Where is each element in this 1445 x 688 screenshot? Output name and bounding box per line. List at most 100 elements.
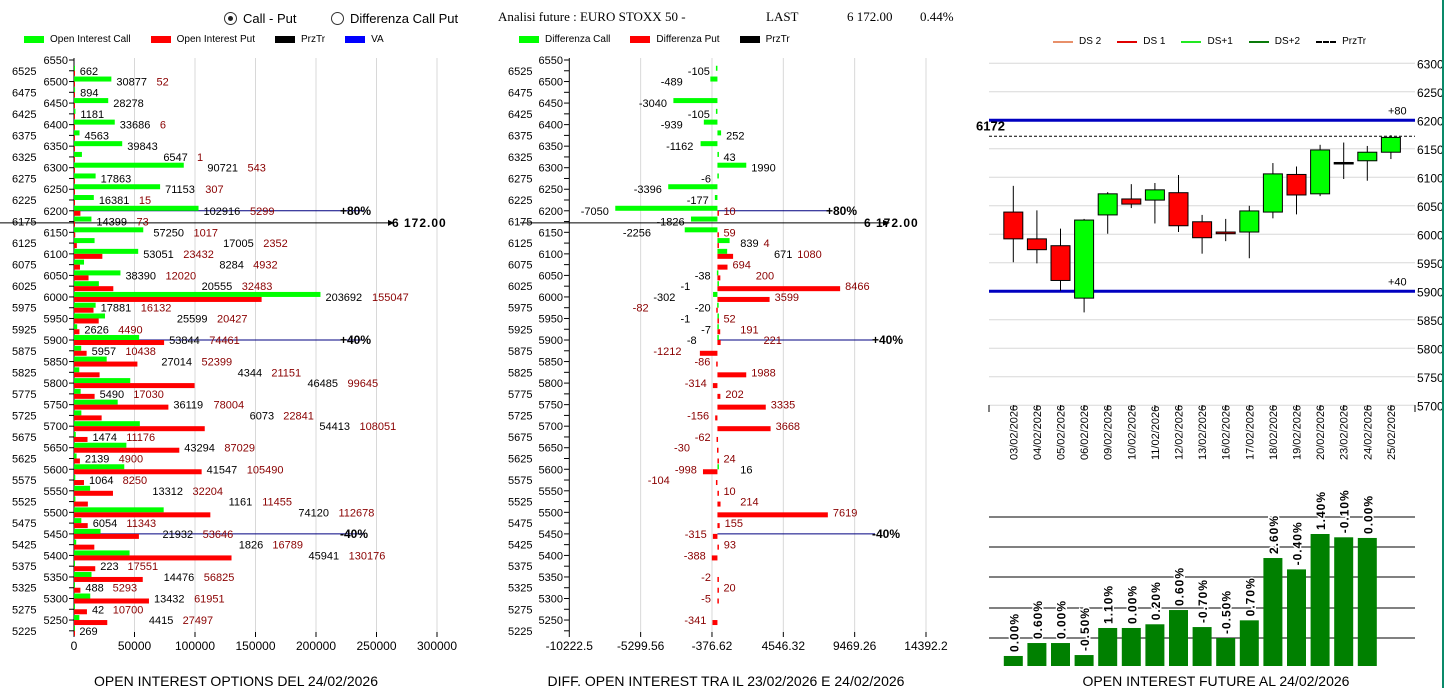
put-value-label: 4490 <box>118 324 142 336</box>
y-tick-label: 5650 <box>539 443 563 455</box>
oi-bar-label: 0.20% <box>1149 581 1163 620</box>
call-diff-value-label: 839 <box>740 238 758 250</box>
put-diff-bar <box>717 523 720 529</box>
oi-bar-label: -0.50% <box>1220 590 1234 634</box>
put-diff-value-label: -315 <box>685 529 707 541</box>
call-bar <box>74 496 76 502</box>
call-value-label: 46485 <box>307 378 338 390</box>
x-tick-label: 20/02/2026 <box>1315 405 1327 460</box>
call-diff-value-label: -8 <box>687 335 697 347</box>
x-tick-label: 19/02/2026 <box>1292 405 1304 460</box>
y-tick-label: 6150 <box>1417 143 1444 157</box>
put-bar <box>74 253 103 259</box>
strike-label: 5875 <box>12 346 36 358</box>
call-bar <box>74 270 121 276</box>
radio-unselected-icon[interactable] <box>331 12 344 25</box>
put-bar <box>74 598 149 604</box>
put-diff-bar <box>717 426 771 432</box>
y-tick-label: 5400 <box>44 550 68 562</box>
call-bar <box>74 550 130 556</box>
call-value-label: 269 <box>79 626 97 638</box>
put-bar <box>74 620 108 626</box>
put-diff-bar <box>717 232 719 238</box>
put-diff-value-label: 20 <box>723 583 735 595</box>
call-diff-bar <box>717 335 719 341</box>
put-value-label: 21151 <box>271 367 301 379</box>
call-bar <box>74 130 80 136</box>
put-diff-value-label: 221 <box>764 335 782 347</box>
oi-bar-label: 1.10% <box>1102 585 1116 624</box>
oi-bar <box>1357 537 1377 666</box>
radio-call-put[interactable]: Call - Put <box>224 11 296 26</box>
reference-line-label: +40% <box>340 333 371 347</box>
put-diff-bar <box>717 210 719 216</box>
y-tick-label: 5450 <box>539 529 563 541</box>
reference-line-label: +80% <box>340 204 371 218</box>
y-tick-label: 6050 <box>1417 200 1444 214</box>
call-diff-bar <box>715 65 718 71</box>
call-bar <box>74 313 105 319</box>
radio-selected-icon[interactable] <box>224 12 237 25</box>
put-value-label: 20427 <box>217 313 248 325</box>
call-bar <box>74 518 82 524</box>
put-diff-value-label: 3668 <box>776 421 800 433</box>
put-diff-bar <box>717 318 719 324</box>
put-bar <box>74 447 180 453</box>
x-tick-label: 4546.32 <box>762 639 806 653</box>
put-diff-value-label: 214 <box>740 497 758 509</box>
call-bar <box>74 485 91 491</box>
candle-body <box>1239 210 1260 233</box>
put-diff-bar <box>717 490 719 496</box>
call-diff-value-label: -2256 <box>623 227 651 239</box>
put-bar <box>74 329 80 335</box>
y-tick-label: 5550 <box>44 486 68 498</box>
call-bar <box>74 65 75 71</box>
put-bar <box>74 501 88 507</box>
put-bar <box>74 480 84 486</box>
put-value-label: 53646 <box>203 529 234 541</box>
oi-bar <box>1121 627 1141 666</box>
call-bar <box>74 335 140 341</box>
put-diff-bar <box>717 296 770 302</box>
radio-label: Differenza Call Put <box>350 11 459 26</box>
call-diff-bar <box>717 324 719 330</box>
put-bar <box>74 566 96 572</box>
call-bar <box>74 582 75 588</box>
strike-label: 5775 <box>12 389 36 401</box>
x-tick-label: 12/02/2026 <box>1174 405 1186 460</box>
call-value-label: 16381 <box>99 195 130 207</box>
legend-label: Open Interest Put <box>176 34 255 45</box>
call-diff-bar <box>715 108 718 114</box>
oi-bar <box>1027 643 1047 666</box>
put-value-label: 11455 <box>262 497 292 509</box>
call-value-label: 30877 <box>116 77 147 89</box>
strike-label: 6475 <box>508 87 532 99</box>
put-value-label: 23432 <box>183 249 214 261</box>
legend-right: DS 2 DS 1 DS+1 DS+2 PrzTr <box>1053 36 1366 47</box>
put-diff-value-label: 3335 <box>771 400 795 412</box>
put-diff-value-label: 1080 <box>797 249 821 261</box>
last-value: 6 172.00 <box>847 9 893 24</box>
put-diff-value-label: 10 <box>723 486 735 498</box>
strike-label: 5225 <box>508 626 532 638</box>
put-value-label: 12020 <box>166 270 197 282</box>
call-bar <box>74 539 77 545</box>
strike-label: 5475 <box>508 518 532 530</box>
put-bar <box>74 393 95 399</box>
x-tick-label: 50000 <box>118 639 152 653</box>
call-value-label: 488 <box>85 583 103 595</box>
y-tick-label: 6350 <box>44 141 68 153</box>
radio-differenza-call-put[interactable]: Differenza Call Put <box>331 11 458 26</box>
put-diff-bar <box>712 533 718 539</box>
oi-bar <box>1192 627 1212 666</box>
call-diff-bar <box>717 173 719 179</box>
x-tick-label: 24/02/2026 <box>1362 405 1374 460</box>
call-diff-value-label: -939 <box>661 120 683 132</box>
call-value-label: 1161 <box>229 497 253 509</box>
put-diff-value-label: -104 <box>648 475 670 487</box>
call-bar <box>74 227 144 233</box>
y-tick-label: 5800 <box>539 378 563 390</box>
call-bar <box>74 378 131 384</box>
x-tick-label: 03/02/2026 <box>1008 405 1020 460</box>
